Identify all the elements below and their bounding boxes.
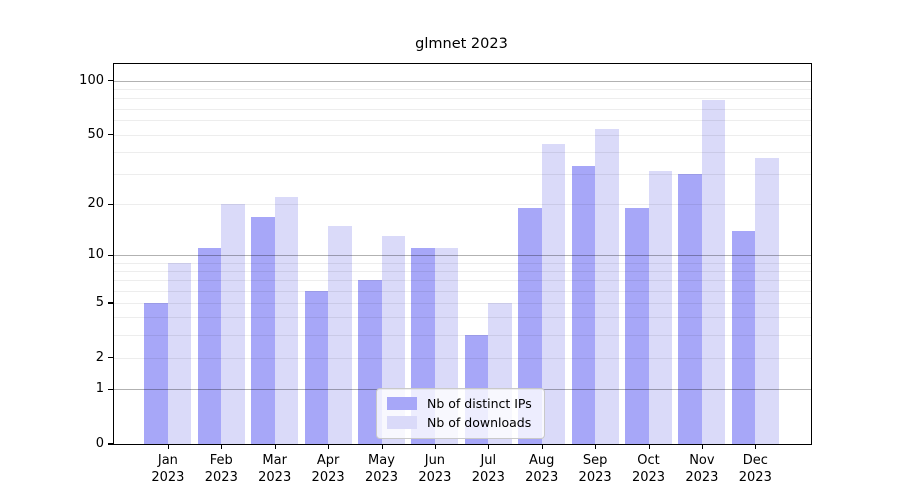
y-tick-label: 1 bbox=[95, 381, 104, 397]
legend-swatch-distinct-ips bbox=[387, 397, 417, 410]
x-tick-label: Dec 2023 bbox=[738, 453, 772, 485]
x-tick-label: Aug 2023 bbox=[525, 453, 559, 485]
plot-area: Jan 2023 Feb 2023 Mar 2023 Apr 2023 May 2023 Jun 20… bbox=[79, 63, 812, 485]
bar-downloads-dec bbox=[755, 157, 779, 444]
x-tick-label: Feb 2023 bbox=[204, 453, 238, 485]
y-tick-label: 10 bbox=[87, 247, 104, 263]
y-tick-label: 100 bbox=[79, 72, 104, 88]
x-tick-mark bbox=[488, 444, 490, 449]
legend-swatch-downloads bbox=[387, 416, 417, 429]
minor-gridline bbox=[114, 204, 811, 206]
y-tick-label: 2 bbox=[95, 349, 104, 365]
minor-gridline bbox=[114, 98, 811, 100]
bar-distinct-ips-oct bbox=[625, 208, 649, 444]
y-tick-mark bbox=[108, 443, 114, 445]
x-tick-mark bbox=[274, 444, 276, 449]
x-tick-label: Apr 2023 bbox=[311, 453, 345, 485]
minor-gridline bbox=[114, 120, 811, 122]
minor-gridline bbox=[114, 262, 811, 264]
bar-downloads-jan bbox=[167, 262, 192, 444]
bar-distinct-ips-mar bbox=[251, 216, 275, 444]
minor-gridline bbox=[114, 357, 811, 359]
x-tick-mark bbox=[328, 444, 330, 449]
x-tick-mark bbox=[221, 444, 223, 449]
x-tick-label: Mar 2023 bbox=[258, 453, 292, 485]
legend-entry-downloads: Nb of downloads bbox=[387, 415, 532, 430]
x-tick-label: Sep 2023 bbox=[578, 453, 612, 485]
y-tick-label: 50 bbox=[87, 126, 104, 142]
minor-gridline bbox=[114, 334, 811, 336]
y-tick-label: 20 bbox=[87, 196, 104, 212]
bar-distinct-ips-nov bbox=[678, 173, 702, 444]
bar-downloads-oct bbox=[648, 171, 672, 444]
bar-distinct-ips-sep bbox=[571, 166, 596, 444]
x-tick-mark bbox=[167, 444, 170, 449]
bar-distinct-ips-dec bbox=[731, 230, 756, 444]
minor-gridline bbox=[114, 302, 811, 304]
x-tick-label: May 2023 bbox=[364, 453, 399, 485]
x-tick-mark bbox=[648, 444, 650, 449]
y-tick-label: 5 bbox=[95, 294, 104, 310]
major-gridline bbox=[114, 255, 811, 257]
x-tick-label: Jul 2023 bbox=[471, 453, 505, 485]
minor-gridline bbox=[114, 173, 811, 175]
y-tick-mark bbox=[108, 356, 114, 359]
bar-downloads-feb bbox=[221, 204, 245, 444]
x-tick-label: Nov 2023 bbox=[685, 453, 719, 485]
minor-gridline bbox=[114, 280, 811, 282]
minor-gridline bbox=[114, 290, 811, 292]
x-tick-mark bbox=[595, 444, 597, 449]
major-gridline bbox=[114, 80, 811, 82]
x-tick-mark bbox=[434, 444, 437, 449]
legend: Nb of distinct IPs Nb of downloads bbox=[376, 388, 545, 439]
y-tick-mark bbox=[108, 133, 114, 136]
bar-downloads-aug bbox=[541, 144, 566, 444]
y-tick-mark bbox=[108, 388, 114, 391]
y-tick-mark bbox=[108, 203, 114, 205]
bar-downloads-sep bbox=[595, 128, 619, 444]
minor-gridline bbox=[114, 134, 811, 136]
x-tick-label: Oct 2023 bbox=[631, 453, 666, 485]
x-tick-mark bbox=[381, 444, 383, 449]
x-tick-mark bbox=[755, 444, 757, 449]
minor-gridline bbox=[114, 151, 811, 153]
y-tick-mark bbox=[108, 302, 114, 304]
y-tick-mark bbox=[108, 254, 114, 256]
minor-gridline bbox=[114, 88, 811, 90]
bar-downloads-mar bbox=[274, 197, 299, 444]
bar-distinct-ips-jan bbox=[144, 302, 168, 444]
chart-title: glmnet 2023 bbox=[415, 36, 508, 52]
legend-label-downloads: Nb of downloads bbox=[427, 415, 532, 430]
legend-entry-distinct-ips: Nb of distinct IPs bbox=[387, 396, 532, 411]
x-tick-label: Jun 2023 bbox=[418, 453, 452, 485]
y-tick-label: 0 bbox=[95, 436, 104, 451]
x-tick-mark bbox=[541, 444, 543, 449]
legend-label-distinct-ips: Nb of distinct IPs bbox=[427, 396, 532, 411]
bar-distinct-ips-apr bbox=[304, 290, 329, 444]
bar-distinct-ips-may bbox=[358, 280, 382, 444]
y-tick-mark bbox=[108, 80, 114, 82]
minor-gridline bbox=[114, 317, 811, 319]
minor-gridline bbox=[114, 108, 811, 110]
bar-distinct-ips-aug bbox=[518, 208, 542, 444]
x-tick-mark bbox=[701, 444, 704, 449]
x-tick-label: Jan 2023 bbox=[151, 453, 185, 485]
bar-distinct-ips-feb bbox=[197, 248, 222, 444]
minor-gridline bbox=[114, 271, 811, 273]
